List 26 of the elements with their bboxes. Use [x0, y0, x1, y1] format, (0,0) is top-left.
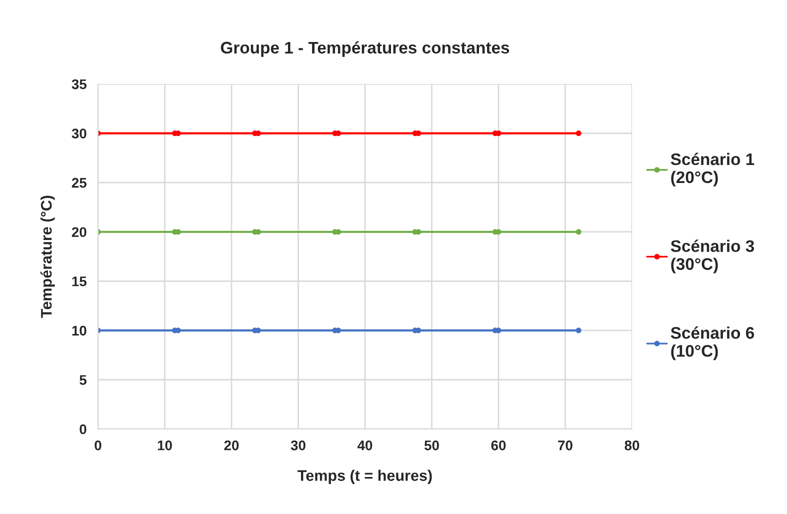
y-tick-label: 30	[72, 128, 86, 138]
y-tick-label: 15	[72, 276, 87, 286]
x-axis-title: Temps (t = heures)	[298, 470, 432, 484]
y-tick-label: 10	[72, 326, 86, 336]
x-tick-label: 20	[224, 440, 239, 450]
point	[576, 130, 582, 136]
x-tick-label: 0	[94, 440, 102, 450]
y-axis-title: Température (°C)	[40, 196, 55, 318]
y-tick-label: 0	[80, 424, 86, 434]
x-tick-label: 70	[558, 440, 572, 450]
y-tick-label: 5	[80, 375, 87, 385]
point	[576, 328, 582, 334]
legend-label: Scénario 6 (10°C)	[670, 326, 754, 360]
y-tick-label: 35	[72, 79, 87, 90]
legend-label: Scénario 3 (30°C)	[670, 240, 754, 274]
x-tick-label: 60	[491, 440, 506, 450]
point	[576, 229, 582, 235]
x-tick-label: 10	[158, 440, 172, 450]
x-tick-label: 80	[624, 440, 640, 450]
x-tick-label: 40	[357, 440, 372, 450]
x-tick-label: 50	[424, 440, 439, 450]
x-tick-label: 30	[290, 440, 306, 450]
chart-title: Groupe 1 - Températures constantes	[220, 41, 510, 57]
y-tick-label: 25	[72, 178, 87, 188]
legend-label: Scénario 1 (20°C)	[670, 152, 754, 186]
y-tick-label: 20	[72, 227, 86, 238]
